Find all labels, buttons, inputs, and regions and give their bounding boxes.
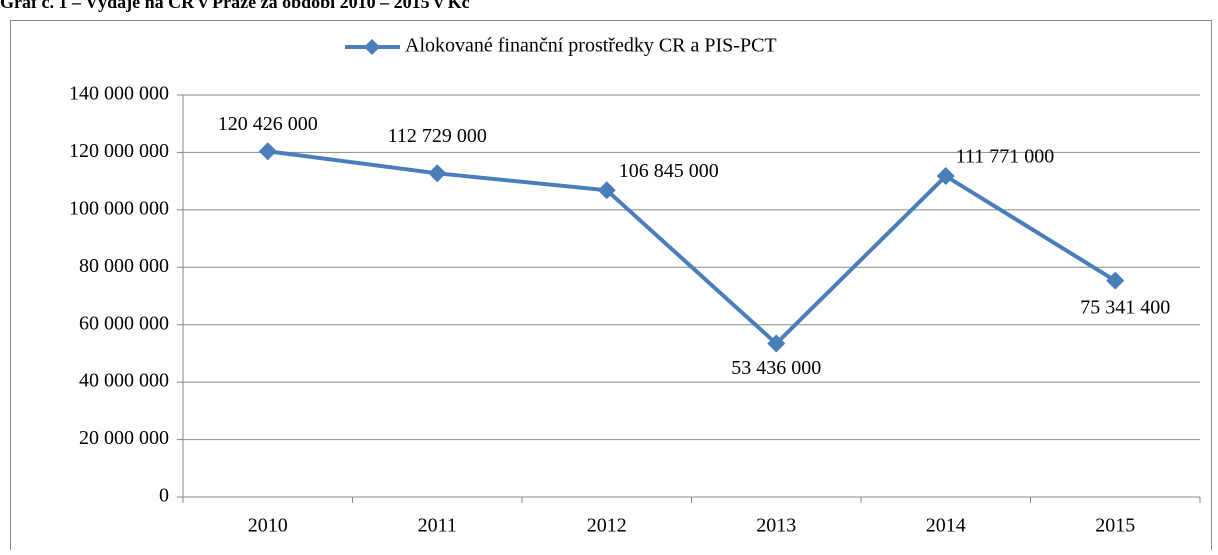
y-tick-label: 100 000 000 xyxy=(69,197,169,219)
x-tick-label: 2015 xyxy=(1095,515,1135,537)
data-label: 112 729 000 xyxy=(388,125,487,147)
y-tick-label: 120 000 000 xyxy=(69,140,169,162)
chart-frame xyxy=(10,20,1212,555)
x-tick-label: 2011 xyxy=(418,515,457,537)
data-point xyxy=(428,164,447,183)
y-tick-label: 140 000 000 xyxy=(69,83,169,105)
data-point xyxy=(597,181,616,200)
x-tick-label: 2014 xyxy=(926,515,966,537)
x-tick-label: 2010 xyxy=(248,515,288,537)
data-point xyxy=(258,142,277,161)
data-label: 111 771 000 xyxy=(956,146,1055,168)
y-tick-label: 0 xyxy=(159,485,169,507)
y-tick-label: 80 000 000 xyxy=(79,255,169,277)
data-point xyxy=(1106,271,1125,290)
y-tick-label: 20 000 000 xyxy=(79,427,169,449)
y-tick-label: 60 000 000 xyxy=(79,312,169,334)
data-point xyxy=(936,167,955,186)
data-label: 120 426 000 xyxy=(218,113,318,135)
legend-marker xyxy=(364,39,380,55)
y-tick-label: 40 000 000 xyxy=(79,370,169,392)
data-label: 106 845 000 xyxy=(619,160,719,182)
x-tick-label: 2013 xyxy=(756,515,796,537)
chart-title: Graf č. 1 – Výdaje na CR v Praze za obdo… xyxy=(0,0,470,12)
legend-label: Alokované finanční prostředky CR a PIS-P… xyxy=(405,35,777,57)
data-point xyxy=(767,334,786,353)
data-label: 75 341 400 xyxy=(1080,296,1170,318)
data-label: 53 436 000 xyxy=(731,357,821,379)
x-tick-label: 2012 xyxy=(587,515,627,537)
series-line xyxy=(267,149,1117,346)
